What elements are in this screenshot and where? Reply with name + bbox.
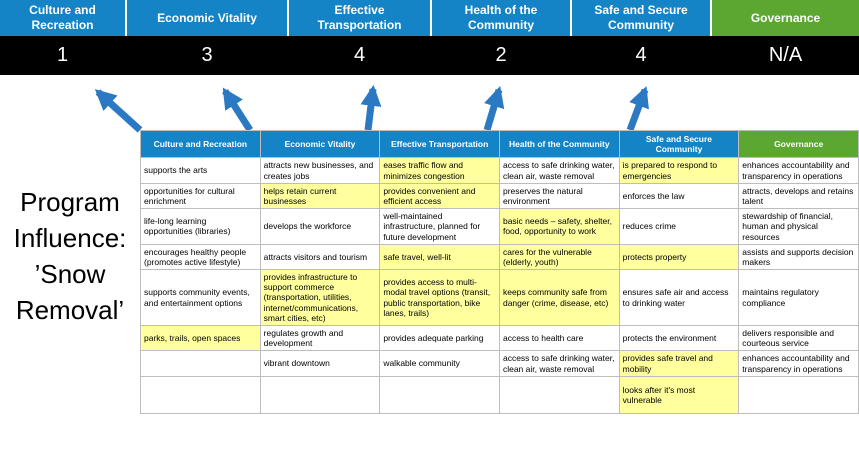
banner-cell-health-of-the-community: Health of the Community: [432, 0, 570, 36]
matrix-row: encourages healthy people (promotes acti…: [140, 243, 859, 271]
matrix-cell: provides access to multi-modal travel op…: [379, 269, 500, 326]
matrix-cell: access to health care: [498, 324, 620, 352]
matrix-body: supports the arts attracts new businesses…: [140, 157, 859, 414]
matrix-cell: attracts visitors and tourism: [259, 243, 381, 271]
matrix-cell: opportunities for cultural enrichment: [140, 182, 261, 210]
matrix-cell: is prepared to respond to emergencies: [618, 157, 740, 184]
matrix-cell: regulates growth and development: [259, 324, 381, 352]
matrix-row: opportunities for cultural enrichment hel…: [140, 182, 859, 210]
program-title-line: Influence:: [13, 223, 127, 253]
score-safe-and-secure-community: 4: [635, 44, 647, 66]
matrix-row: looks after it's most vulnerable: [140, 375, 859, 414]
matrix-cell: [738, 375, 859, 414]
matrix-row: life-long learning opportunities (librar…: [140, 208, 859, 245]
matrix-cell: [379, 375, 500, 414]
matrix-cell: attracts, develops and retains talent: [738, 182, 859, 210]
up-arrow-icon-2: [222, 87, 253, 132]
matrix-cell: provides convenient and efficient access: [379, 182, 500, 210]
up-arrow-icon-5: [626, 86, 649, 132]
program-title-line: Removal’: [15, 295, 125, 325]
matrix-cell: enforces the law: [618, 182, 740, 210]
matrix-cell: assists and supports decision makers: [738, 243, 859, 271]
matrix-cell: protects property: [618, 243, 740, 271]
up-arrow-icon-3: [360, 84, 382, 131]
matrix-cell: basic needs – safety, shelter, food, opp…: [498, 208, 620, 245]
program-title-line: ’Snow: [34, 259, 106, 289]
matrix-cell: supports community events, and entertain…: [140, 269, 261, 326]
matrix-cell: attracts new businesses, and creates job…: [259, 157, 381, 184]
matrix-cell: protects the environment: [618, 324, 740, 352]
matrix-cell: [140, 375, 261, 414]
score-effective-transportation: 4: [353, 44, 366, 66]
up-arrows: [94, 84, 649, 133]
matrix-header-effective-transportation: Effective Transportation: [379, 129, 500, 159]
matrix-cell: provides infrastructure to support comme…: [259, 269, 381, 326]
matrix-cell: stewardship of financial, human and phys…: [738, 208, 859, 245]
banner-cell-governance: Governance: [712, 0, 859, 36]
matrix-cell: access to safe drinking water, clean air…: [498, 157, 620, 184]
matrix-cell: maintains regulatory compliance: [738, 269, 859, 326]
matrix-cell: well-maintained infrastructure, planned …: [379, 208, 500, 245]
matrix-cell: life-long learning opportunities (librar…: [140, 208, 261, 245]
matrix-row: parks, trails, open spaces regulates grow…: [140, 324, 859, 352]
matrix-row: supports community events, and entertain…: [140, 269, 859, 326]
program-title-line: Program: [20, 187, 120, 217]
matrix-cell: develops the workforce: [259, 208, 381, 245]
matrix-header-health-of-the-community: Health of the Community: [498, 129, 620, 159]
score-governance: N/A: [768, 44, 803, 66]
score-health-of-the-community: 2: [495, 44, 507, 66]
banner-cell-culture-and-recreation: Culture and Recreation: [0, 0, 125, 36]
influence-matrix: Culture and Recreation Economic Vitality…: [140, 129, 859, 414]
matrix-cell: parks, trails, open spaces: [140, 324, 261, 352]
matrix-header-economic-vitality: Economic Vitality: [259, 129, 381, 159]
matrix-header-safe-and-secure-community: Safe and Secure Community: [618, 129, 740, 159]
matrix-cell: looks after it's most vulnerable: [618, 375, 740, 414]
matrix-cell: [259, 375, 381, 414]
up-arrow-icon-4: [483, 85, 505, 132]
matrix-cell: enhances accountability and transparency…: [738, 157, 859, 184]
matrix-cell: supports the arts: [140, 157, 261, 184]
matrix-cell: enhances accountability and transparency…: [738, 350, 859, 377]
matrix-cell: preserves the natural environment: [498, 182, 620, 210]
score-economic-vitality: 3: [201, 44, 213, 66]
matrix-cell: [498, 375, 620, 414]
score-culture-and-recreation: 1: [56, 44, 69, 66]
banner-cell-economic-vitality: Economic Vitality: [127, 0, 287, 36]
score-bar: 1 3 4 2 4 N/A: [0, 36, 859, 75]
matrix-row: supports the arts attracts new businesses…: [140, 157, 859, 184]
matrix-header-governance: Governance: [738, 129, 859, 159]
matrix-cell: delivers responsible and courteous servi…: [738, 324, 859, 352]
matrix-cell: vibrant downtown: [259, 350, 381, 377]
matrix-header-culture-and-recreation: Culture and Recreation: [140, 129, 261, 159]
matrix-cell: [140, 350, 261, 377]
matrix-cell: encourages healthy people (promotes acti…: [140, 243, 261, 271]
matrix-cell: reduces crime: [618, 208, 740, 245]
matrix-cell: ensures safe air and access to drinking …: [618, 269, 740, 326]
matrix-cell: walkable community: [379, 350, 500, 377]
banner-cell-safe-and-secure-community: Safe and Secure Community: [572, 0, 710, 36]
matrix-cell: cares for the vulnerable (elderly, youth…: [498, 243, 620, 271]
matrix-cell: safe travel, well-lit: [379, 243, 500, 271]
matrix-cell: access to safe drinking water, clean air…: [498, 350, 620, 377]
matrix-cell: provides safe travel and mobility: [618, 350, 740, 377]
matrix-cell: helps retain current businesses: [259, 182, 381, 210]
matrix-row: vibrant downtown walkable community access…: [140, 350, 859, 377]
pillar-banner: Culture and Recreation Economic Vitality…: [0, 0, 859, 36]
banner-cell-effective-transportation: Effective Transportation: [289, 0, 430, 36]
matrix-cell: keeps community safe from danger (crime,…: [498, 269, 620, 326]
matrix-header-row: Culture and Recreation Economic Vitality…: [140, 129, 859, 159]
program-title: Program Influence: ’Snow Removal’: [0, 184, 140, 328]
up-arrow-icon-1: [94, 89, 143, 133]
matrix-cell: eases traffic flow and minimizes congest…: [379, 157, 500, 184]
matrix-cell: provides adequate parking: [379, 324, 500, 352]
